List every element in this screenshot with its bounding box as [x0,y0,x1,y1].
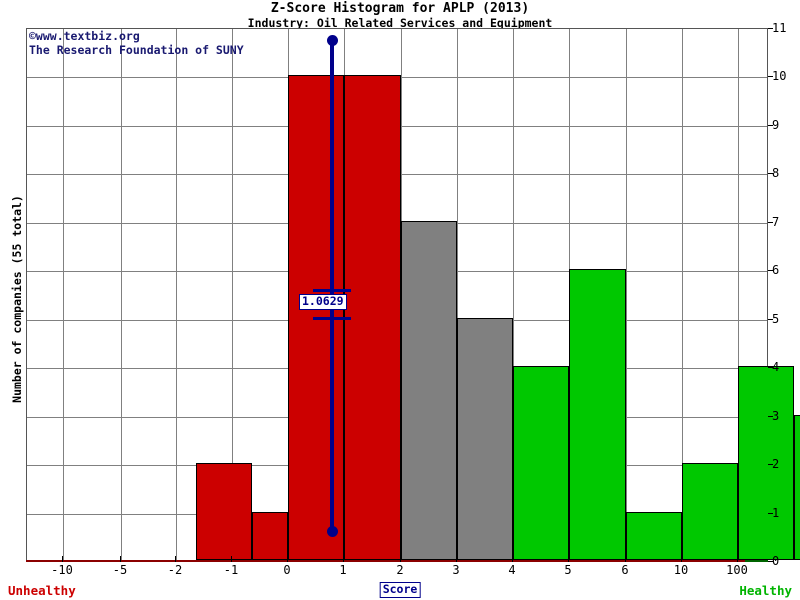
histogram-bar [196,463,252,560]
gridline-vertical [121,29,122,560]
y-axis-tick-label: 1 [772,505,780,520]
x-axis-tick-label: 100 [726,563,748,577]
histogram-bar [738,366,794,560]
score-marker [27,29,767,560]
x-axis-baseline-unhealthy [26,560,768,562]
marker-dot-bottom-icon [327,526,338,537]
marker-bracket-tick [313,317,351,320]
y-axis-tick-label: 0 [772,554,780,568]
gridline-vertical [176,29,177,560]
chart-subtitle: Industry: Oil Related Services and Equip… [247,16,553,30]
y-axis-tick-mark [768,28,773,29]
histogram-bars [27,29,800,560]
x-axis-tick-label: 10 [673,563,689,577]
unhealthy-zone-label: Unhealthy [8,583,76,598]
gridline-vertical [513,29,514,560]
y-axis-tick-label: 4 [772,360,780,375]
marker-line [330,40,334,531]
y-axis-tick-mark [768,464,773,466]
x-axis-tick-label: 3 [452,563,460,577]
y-axis-tick-label: 8 [772,166,780,181]
x-axis-tick-label: 6 [621,563,629,577]
y-axis-tick-mark [768,173,773,175]
credit-line-2: The Research Foundation of SUNY [29,43,244,57]
x-axis-tick-label: -5 [112,563,128,577]
y-axis-tick-mark [768,561,773,562]
x-axis-tick-mark [287,556,288,562]
title-block: Z-Score Histogram for APLP (2013) Indust… [0,0,800,30]
gridline-vertical [682,29,683,560]
y-axis-tick-mark [768,124,773,126]
gridline-vertical [63,29,64,560]
credit-line-1: ©www.textbiz.org [29,29,140,43]
y-axis-tick-mark [768,415,773,417]
y-axis-tick-label: 5 [772,311,780,326]
x-axis-tick-mark [568,556,569,562]
x-axis-tick-mark [175,556,176,562]
histogram-bar [252,511,288,560]
x-axis-tick-label: 5 [564,563,572,577]
x-axis-tick-mark [737,556,738,562]
copyright-credit: ©www.textbiz.org The Research Foundation… [29,29,244,57]
histogram-bar [513,366,569,560]
y-axis-tick-label: 6 [772,263,780,278]
x-axis-tick-label: -10 [51,563,73,577]
gridline-vertical [738,29,739,560]
y-axis-tick-label: 7 [772,214,780,229]
x-axis-tick-mark [512,556,513,562]
y-axis-tick-mark [768,512,773,514]
x-axis-label: Score [379,582,421,598]
page-title: Z-Score Histogram for APLP (2013) [270,1,530,16]
histogram-bar [401,220,457,560]
x-axis-tick-mark [625,556,626,562]
x-axis-tick-label: 4 [508,563,516,577]
chart-plot-area [26,28,800,561]
y-axis-tick-label: 9 [772,117,780,132]
histogram-bar [682,463,738,560]
x-axis-tick-label: -2 [167,563,183,577]
x-axis-tick-label: 1 [339,563,347,577]
x-axis-tick-mark [681,556,682,562]
histogram-bar [794,414,800,560]
y-axis-tick-mark [768,270,773,272]
histogram-bar [626,511,682,560]
marker-dot-top-icon [327,35,338,46]
x-axis-tick-mark [120,556,121,562]
y-axis-tick-mark [768,318,773,320]
y-axis-tick-label: 11 [772,21,787,35]
x-axis-tick-mark [400,556,401,562]
healthy-zone-label: Healthy [739,583,792,598]
x-axis-tick-mark [62,556,63,562]
x-axis-tick-label: 0 [283,563,291,577]
y-axis-tick-label: 10 [772,69,787,84]
x-axis-tick-mark [343,556,344,562]
y-axis-tick-mark [768,221,773,223]
marker-bracket-tick [313,289,351,292]
x-axis-tick-label: 2 [396,563,404,577]
y-axis-label: Number of companies (55 total) [10,195,24,403]
y-axis-tick-mark [768,367,773,369]
y-axis-tick-label: 2 [772,457,780,472]
histogram-bar [457,317,513,560]
x-axis-tick-mark [456,556,457,562]
x-axis-tick-mark [231,556,232,562]
marker-value-label: 1.0629 [299,294,347,310]
x-axis-baseline-healthy [745,560,768,562]
gridline-vertical [626,29,627,560]
gridline-vertical [232,29,233,560]
y-axis-tick-mark [768,76,773,78]
histogram-bar [569,269,626,560]
x-axis-tick-label: -1 [223,563,239,577]
gridline-vertical [457,29,458,560]
y-axis-tick-label: 3 [772,408,780,423]
